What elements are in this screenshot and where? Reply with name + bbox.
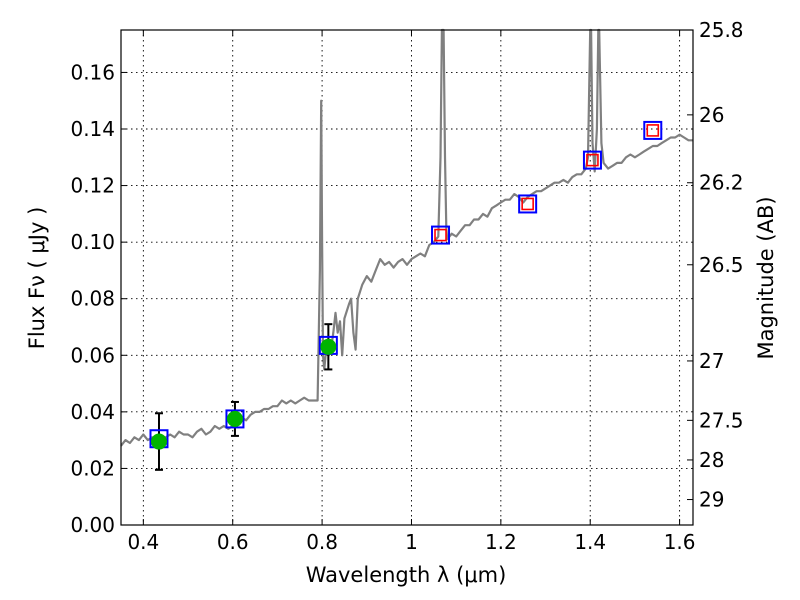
y-tick-label: 0.06 <box>70 343 115 367</box>
observed-photometry-point <box>320 339 336 355</box>
spectrum-line <box>121 30 693 446</box>
y-axis-label: Flux Fν ( μJy ) <box>25 207 49 350</box>
right-axis-label: Magnitude (AB) <box>754 196 778 359</box>
y-tick-label: 0.02 <box>70 456 115 480</box>
x-tick-label: 0.8 <box>306 530 338 554</box>
plot-area <box>121 30 693 446</box>
y-tick-label: 0.12 <box>70 174 115 198</box>
right-tick-label: 26 <box>699 103 724 127</box>
right-tick-label: 27 <box>699 349 724 373</box>
plot-frame <box>121 30 693 525</box>
y-tick-label: 0.00 <box>70 513 115 537</box>
x-tick-label: 0.6 <box>217 530 249 554</box>
tick-labels: 0.4 0.6 0.8 1 1.2 1.4 1.6 0.00 0.02 0.04 0.06 0.08 0… <box>70 18 743 554</box>
photometry-markers <box>150 122 661 470</box>
x-tick-label: 1.2 <box>485 530 517 554</box>
right-tick-label: 27.5 <box>699 408 744 432</box>
right-tick-label: 26.5 <box>699 253 744 277</box>
x-tick-label: 0.4 <box>127 530 159 554</box>
y-tick-label: 0.14 <box>70 117 115 141</box>
y-tick-label: 0.10 <box>70 230 115 254</box>
right-tick-label: 25.8 <box>699 18 744 42</box>
y-tick-label: 0.04 <box>70 400 115 424</box>
axis-ticks <box>121 30 693 525</box>
right-tick-label: 28 <box>699 448 724 472</box>
x-tick-label: 1 <box>405 530 418 554</box>
right-tick-label: 26.2 <box>699 171 744 195</box>
y-tick-label: 0.16 <box>70 60 115 84</box>
x-tick-label: 1.6 <box>664 530 696 554</box>
x-axis-label: Wavelength λ (μm) <box>306 563 507 587</box>
flux-spectrum-chart: 0.4 0.6 0.8 1 1.2 1.4 1.6 0.00 0.02 0.04 0.06 0.08 0… <box>0 0 800 600</box>
model-photometry-red-square <box>647 125 658 136</box>
x-tick-label: 1.4 <box>574 530 606 554</box>
y-tick-label: 0.08 <box>70 287 115 311</box>
right-tick-label: 29 <box>699 488 724 512</box>
observed-photometry-point <box>227 411 243 427</box>
observed-photometry-point <box>151 434 167 450</box>
grid-lines <box>121 30 693 525</box>
